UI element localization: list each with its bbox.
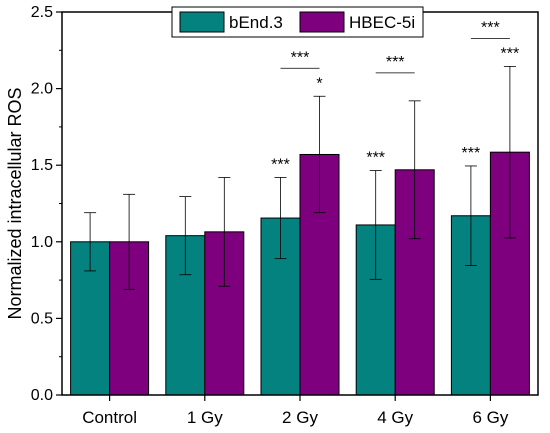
- significance-hbec5i-2-gy: *: [316, 75, 322, 92]
- comparison-significance-4-gy: ***: [386, 54, 405, 71]
- legend-label-hbec5i: HBEC-5i: [349, 13, 415, 32]
- legend-label-bend3: bEnd.3: [229, 13, 283, 32]
- error-bars-layer: [84, 65, 516, 290]
- y-tick-label-0: 0.0: [31, 387, 53, 404]
- significance-hbec5i-6-gy: ***: [501, 45, 520, 62]
- y-tick-label-4: 2.0: [31, 81, 53, 98]
- legend: bEnd.3 HBEC-5i: [171, 6, 424, 38]
- legend-swatch-bend3: [179, 11, 225, 33]
- y-tick-label-5: 2.5: [31, 4, 53, 21]
- x-tick-label-6-gy: 6 Gy: [472, 408, 508, 427]
- x-tick-label-2-gy: 2 Gy: [282, 408, 318, 427]
- y-tick-label-1: 0.5: [31, 310, 53, 327]
- x-tick-label-1-gy: 1 Gy: [187, 408, 223, 427]
- y-axis: 0.0 0.5 1.0 1.5 2.0 2.5: [31, 4, 62, 404]
- y-tick-label-3: 1.5: [31, 157, 53, 174]
- x-axis: Control 1 Gy 2 Gy 4 Gy 6 Gy: [82, 395, 509, 427]
- comparison-significance-6-gy: ***: [481, 19, 500, 36]
- y-axis-title: Normalized intracellular ROS: [5, 87, 25, 319]
- significance-bend3-4-gy: ***: [366, 150, 385, 167]
- legend-swatch-hbec5i: [299, 11, 345, 33]
- x-tick-label-control: Control: [82, 408, 137, 427]
- y-tick-label-2: 1.0: [31, 234, 53, 251]
- comparison-significance-2-gy: ***: [291, 49, 310, 66]
- bars-layer: [70, 151, 530, 396]
- x-tick-label-4-gy: 4 Gy: [377, 408, 413, 427]
- significance-bend3-2-gy: ***: [271, 156, 290, 173]
- significance-layer: **********************: [271, 19, 519, 173]
- significance-bend3-6-gy: ***: [462, 145, 481, 162]
